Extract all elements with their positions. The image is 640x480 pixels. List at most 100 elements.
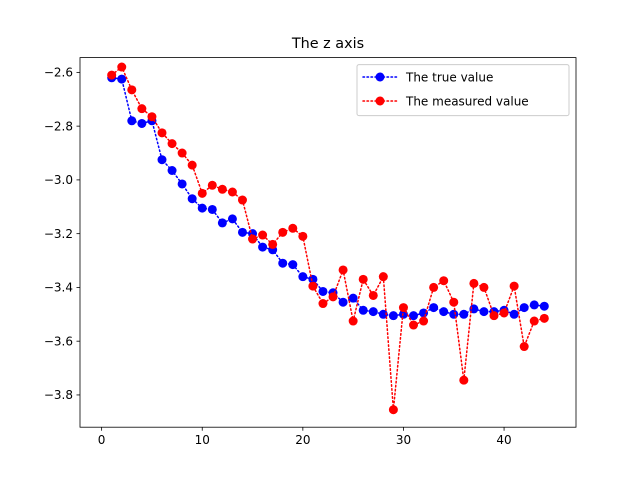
series-1-point [449, 309, 459, 319]
series-2-point [338, 265, 348, 275]
series-1-point [217, 218, 227, 228]
series-1-point [308, 274, 318, 284]
series-2-point [519, 342, 529, 352]
series-2-point [348, 316, 358, 326]
series-1-point [539, 301, 549, 311]
series-1-point [278, 258, 288, 268]
series-1-point [237, 227, 247, 237]
series-2-point [328, 292, 338, 302]
series-2-point [469, 278, 479, 288]
y-tick-label: −3.2 [44, 227, 73, 241]
series-1-point [157, 155, 167, 165]
series-2-point [499, 308, 509, 318]
series-1-point [459, 309, 469, 319]
plot-area [80, 57, 576, 428]
series-1-point [117, 74, 127, 84]
series-2-point [368, 290, 378, 300]
series-1-point [348, 293, 358, 303]
series-2-point [217, 184, 227, 194]
series-1-point [368, 307, 378, 317]
series-2-point [157, 128, 167, 138]
series-2-point [127, 85, 137, 95]
series-1-point [338, 297, 348, 307]
series-2-point [449, 297, 459, 307]
series-2-point [308, 281, 318, 291]
series-2-point [237, 195, 247, 205]
series-1-point [227, 214, 237, 224]
series-2-point [258, 230, 268, 240]
axes-frame [79, 57, 577, 428]
y-axis: −3.8 −3.6 −3.4 −3.2 −3.0 −2.8 −2.6 [44, 66, 80, 402]
chart-title: The z axis [291, 36, 364, 52]
series-1-point [187, 194, 197, 204]
series-1-point [509, 309, 519, 319]
series-2-point [419, 316, 429, 326]
legend-box [356, 64, 570, 117]
series-1-point [388, 311, 398, 321]
series-2-point [248, 234, 258, 244]
series-2-point [509, 281, 519, 291]
series-1-point [519, 303, 529, 313]
series-2-point [207, 180, 217, 190]
series-1-point [358, 305, 368, 315]
series-2-point [167, 139, 177, 149]
series-1-point [419, 308, 429, 318]
x-tick-label: 10 [195, 433, 210, 447]
series-2-point [278, 227, 288, 237]
series-2-point [358, 274, 368, 284]
legend-label-1: The true value [405, 70, 493, 84]
y-tick-label: −3.6 [44, 334, 73, 348]
series-1-point [378, 309, 388, 319]
legend-marker-2 [375, 96, 385, 106]
y-tick-label: −3.4 [44, 281, 73, 295]
series-1-point [409, 311, 419, 321]
legend-marker-1 [375, 72, 385, 82]
series-1-point [298, 272, 308, 282]
series-1-point [197, 203, 207, 213]
series-layer [107, 62, 549, 415]
series-1-point [137, 118, 147, 128]
series-1-point [429, 303, 439, 313]
x-tick-label: 30 [396, 433, 411, 447]
y-tick-label: −3.0 [44, 173, 73, 187]
series-2-point [288, 223, 298, 233]
series-2-point [439, 276, 449, 286]
x-tick-label: 40 [496, 433, 511, 447]
series-1-point [167, 166, 177, 175]
series-2-point [539, 313, 549, 323]
series-2-point [459, 375, 469, 385]
legend-label-2: The measured value [405, 94, 529, 108]
y-tick-label: −3.8 [44, 388, 73, 402]
series-2-point [107, 70, 117, 80]
x-tick-label: 20 [295, 433, 310, 447]
series-1-point [318, 286, 328, 296]
series-1-point [177, 179, 187, 189]
series-2-point [227, 187, 237, 197]
series-1-point [479, 307, 489, 317]
series-1-point [288, 260, 298, 270]
series-2-point [388, 405, 398, 415]
series-1-point [258, 242, 268, 252]
series-2-point [409, 320, 419, 330]
x-axis: 0 10 20 30 40 [98, 427, 512, 447]
series-2-point [398, 303, 408, 313]
series-2-point [429, 282, 439, 292]
series-2-point [187, 160, 197, 170]
series-2-point [529, 316, 539, 326]
y-tick-label: −2.8 [44, 119, 73, 133]
series-2-point [137, 104, 147, 114]
series-1-point [207, 204, 217, 214]
series-2-point [177, 148, 187, 158]
series-2-point [268, 239, 278, 249]
series-2-point [489, 311, 499, 321]
series-2-point [197, 188, 207, 198]
series-1-point [127, 116, 137, 126]
series-2-point [147, 112, 157, 122]
series-2-point [117, 62, 127, 72]
legend: The true value The measured value [356, 64, 570, 117]
series-2-point [479, 282, 489, 292]
y-tick-label: −2.6 [44, 66, 73, 80]
series-1-point [529, 300, 539, 310]
series-2-point [298, 231, 308, 241]
